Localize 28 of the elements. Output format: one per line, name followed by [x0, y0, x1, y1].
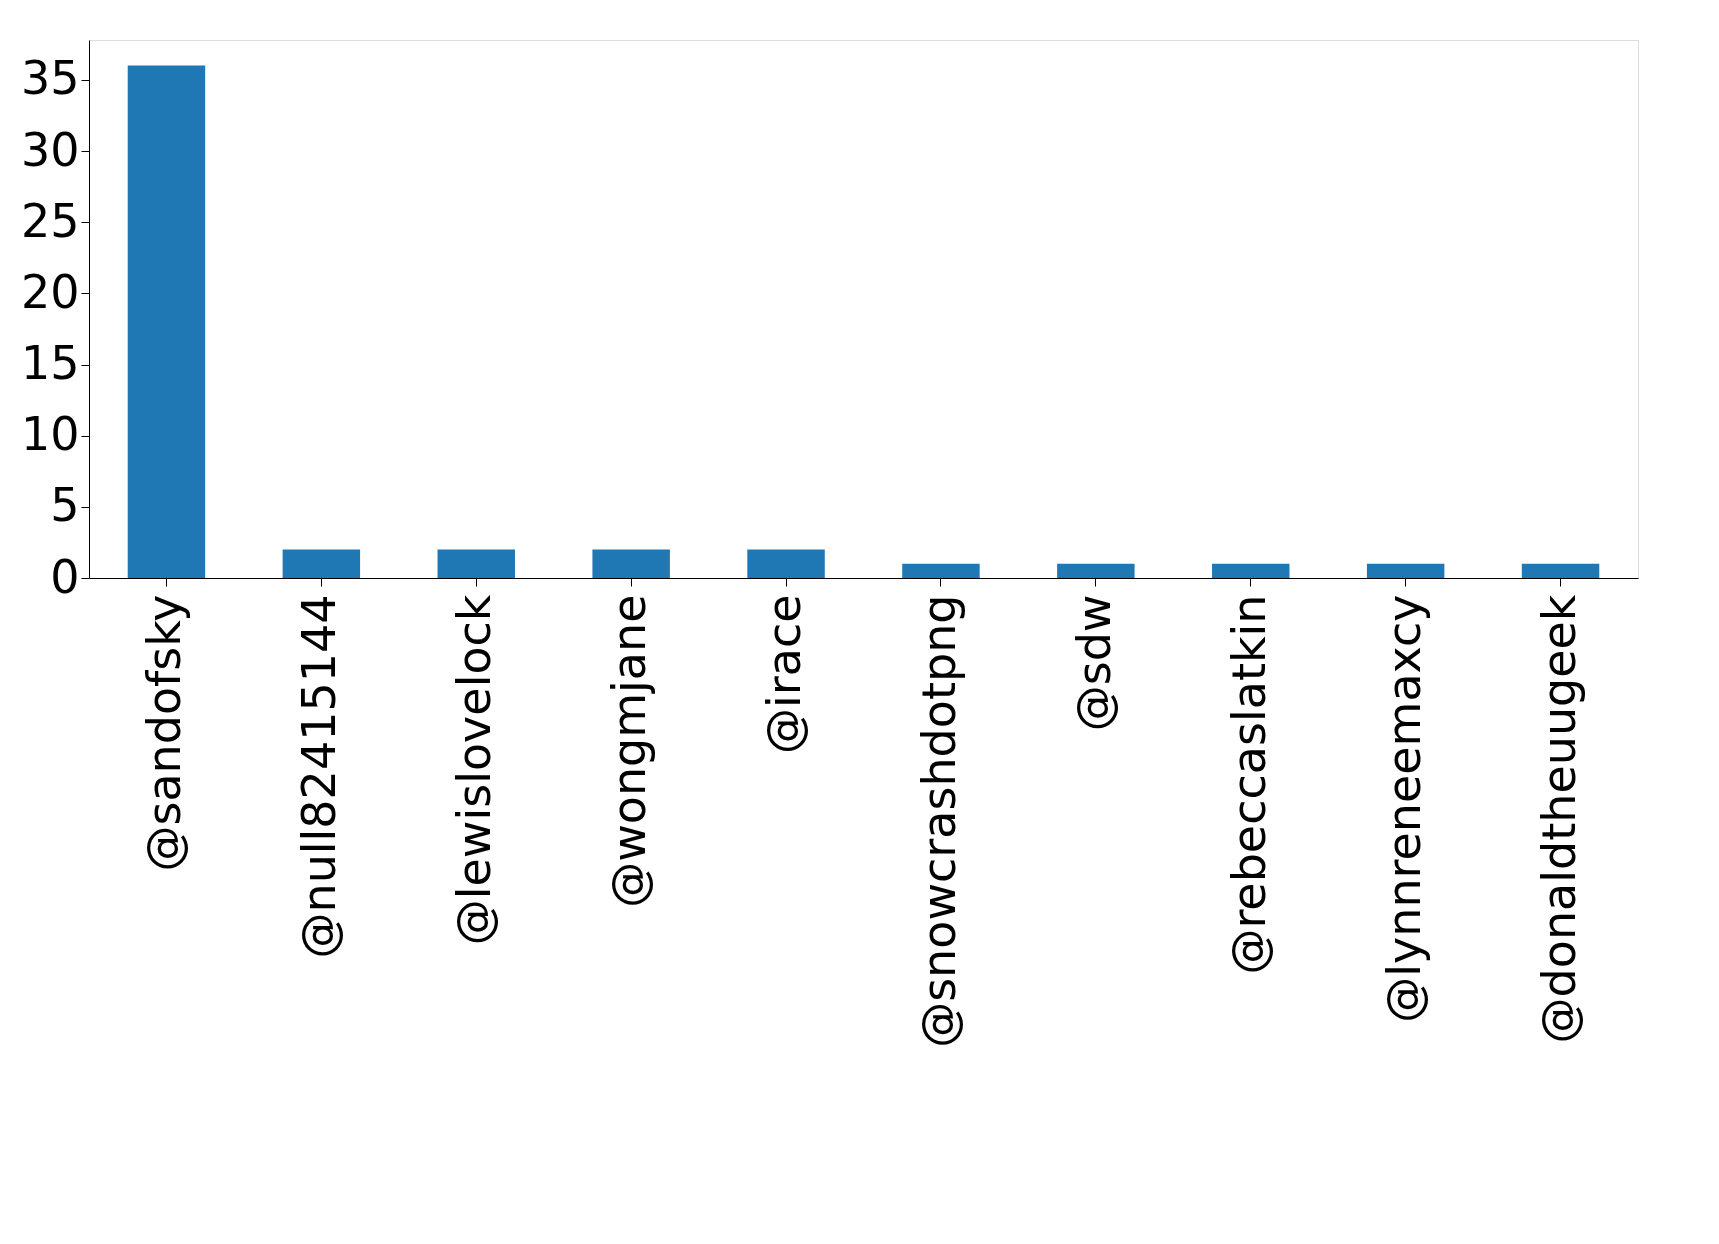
bar	[1057, 563, 1135, 578]
x-tick-label: @wongmjane	[602, 594, 657, 908]
y-tick-label: 5	[50, 478, 80, 533]
y-tick-label: 10	[20, 407, 80, 462]
bar	[1366, 563, 1445, 578]
bar	[437, 549, 515, 578]
x-tick-label: @lewislovelock	[447, 594, 502, 946]
bar	[747, 549, 825, 578]
y-tick-label: 25	[20, 193, 80, 248]
x-tick-label: @sdw	[1066, 594, 1121, 732]
x-tick-label: @irace	[757, 594, 812, 754]
x-tick-label: @null82415144	[292, 594, 347, 959]
bar	[127, 65, 206, 578]
bar	[1212, 563, 1290, 578]
x-tick-label: @lynnreneemaxcy	[1376, 594, 1431, 1023]
x-tick-label: @snowcrashdotpng	[911, 594, 966, 1048]
y-tick-label: 20	[20, 264, 80, 319]
bar	[592, 549, 670, 578]
y-tick-label: 15	[20, 336, 80, 391]
x-tick-label: @donaldtheuugeek	[1531, 594, 1586, 1044]
y-tick-label: 35	[20, 51, 80, 106]
x-tick-label: @sandofsky	[137, 594, 192, 872]
bar	[282, 549, 361, 578]
x-tick-label: @rebeccaslatkin	[1221, 594, 1276, 975]
bar	[1521, 563, 1600, 578]
y-tick-label: 0	[50, 549, 80, 604]
bar	[902, 563, 980, 578]
y-tick-label: 30	[20, 122, 80, 177]
